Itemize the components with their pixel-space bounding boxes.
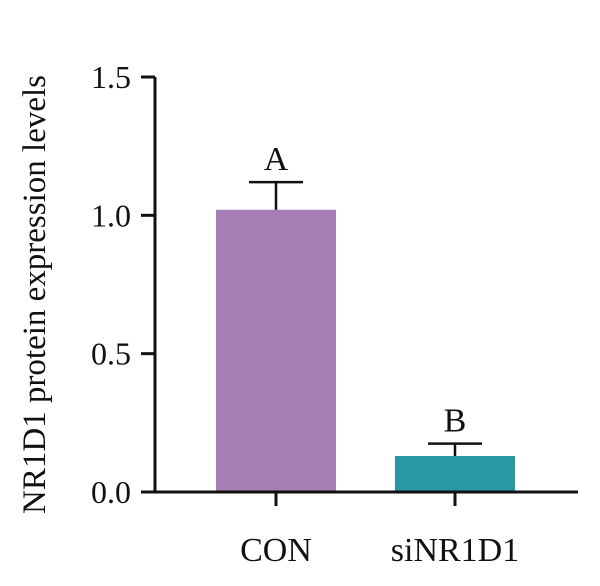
significance-labels: AB [264,141,467,439]
category-labels: CON siNR1D1 [240,492,519,569]
category-label: siNR1D1 [391,532,519,569]
bar-sinr1d1 [395,456,515,492]
y-axis-ticks: 0.0 0.5 1.0 1.5 [91,59,155,510]
y-tick-label: 1.0 [91,197,131,233]
significance-label: B [444,403,467,440]
bars [216,209,515,493]
bar-con [216,209,336,493]
y-tick-label: 0.0 [91,474,131,510]
y-tick-label: 1.5 [91,59,131,95]
y-axis-label: NR1D1 protein expression levels [17,75,53,514]
category-label: CON [240,532,312,569]
significance-label: A [264,141,289,178]
y-tick-label: 0.5 [91,336,131,372]
error-bars [249,180,482,457]
